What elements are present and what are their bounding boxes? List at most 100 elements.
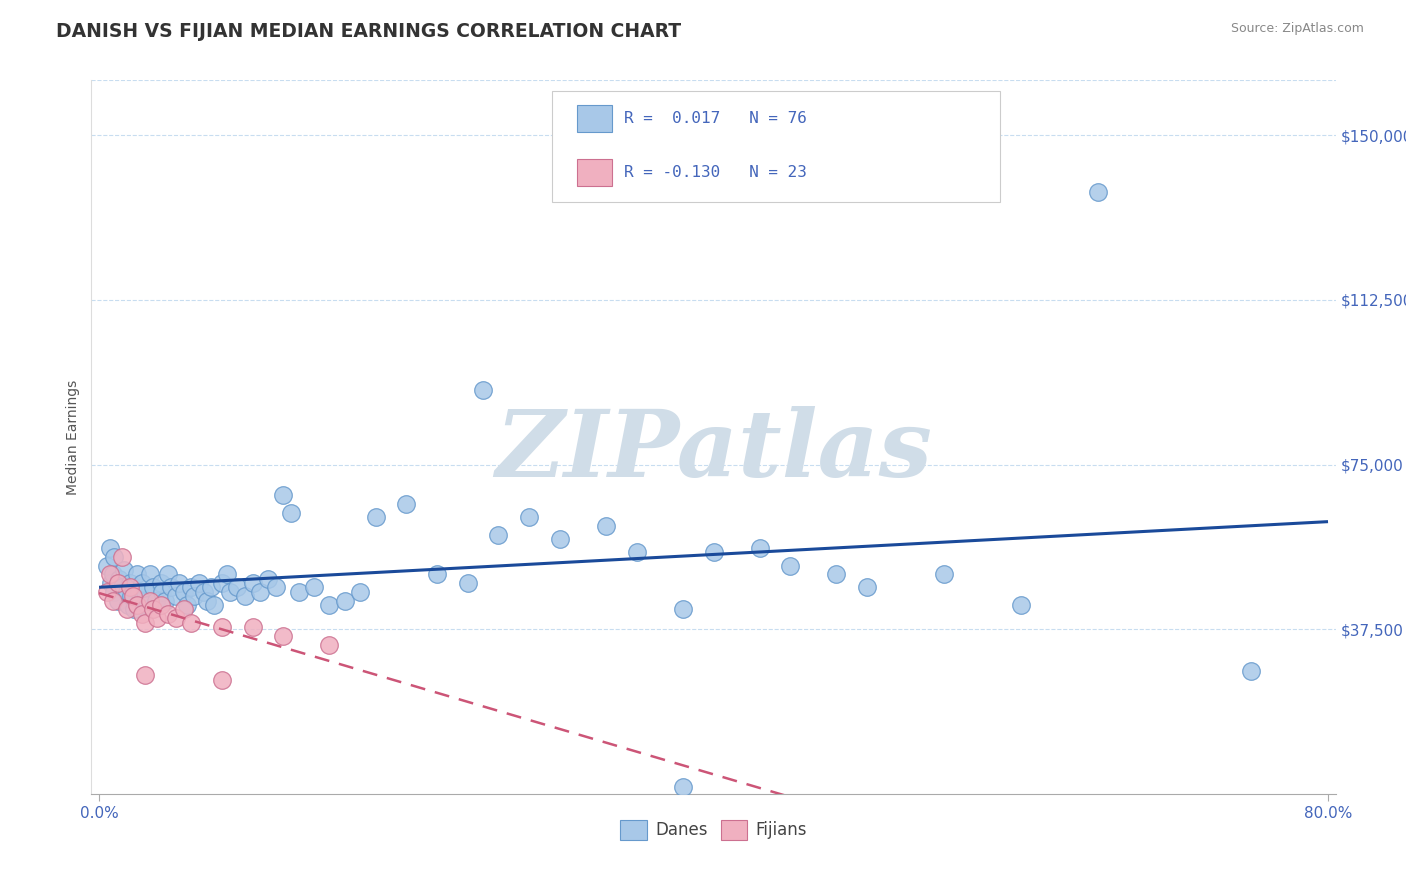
Point — [472, 383, 495, 397]
Point — [149, 598, 172, 612]
Point — [280, 506, 302, 520]
Point — [932, 567, 955, 582]
Point — [131, 607, 153, 621]
Point — [426, 567, 449, 582]
Point — [128, 585, 150, 599]
Point — [333, 593, 356, 607]
Point — [548, 532, 571, 546]
Y-axis label: Median Earnings: Median Earnings — [66, 379, 80, 495]
Point — [187, 576, 209, 591]
Point — [779, 558, 801, 573]
Point — [145, 593, 167, 607]
Point — [146, 611, 169, 625]
Point — [117, 598, 139, 612]
Point — [111, 581, 134, 595]
Point — [176, 598, 198, 612]
Point — [150, 585, 173, 599]
Text: Source: ZipAtlas.com: Source: ZipAtlas.com — [1230, 22, 1364, 36]
FancyBboxPatch shape — [576, 159, 612, 186]
Point — [457, 576, 479, 591]
Point — [180, 615, 202, 630]
Point — [257, 572, 280, 586]
Point — [124, 602, 146, 616]
Point — [364, 510, 387, 524]
Point — [157, 567, 180, 582]
Text: ZIPatlas: ZIPatlas — [495, 407, 932, 496]
Point — [856, 581, 879, 595]
Point — [517, 510, 540, 524]
Point — [107, 593, 129, 607]
Point — [702, 545, 725, 559]
Point — [165, 589, 187, 603]
Point — [167, 576, 190, 591]
Point — [302, 581, 325, 595]
Point — [115, 602, 138, 616]
Point — [173, 585, 195, 599]
Point — [249, 585, 271, 599]
Point — [139, 593, 162, 607]
Text: R =  0.017   N = 76: R = 0.017 N = 76 — [624, 112, 807, 127]
Point — [103, 585, 125, 599]
Point — [1010, 598, 1032, 612]
Point — [101, 567, 124, 582]
Point — [134, 668, 156, 682]
Point — [112, 563, 135, 577]
Text: R = -0.130   N = 23: R = -0.130 N = 23 — [624, 165, 807, 180]
Point — [672, 602, 695, 616]
Point — [595, 519, 617, 533]
Point — [218, 585, 240, 599]
Point — [98, 541, 121, 555]
Point — [108, 572, 131, 586]
Point — [626, 545, 648, 559]
Point — [107, 576, 129, 591]
Point — [825, 567, 848, 582]
Point — [121, 581, 145, 595]
Point — [200, 581, 222, 595]
Point — [318, 598, 340, 612]
Point — [131, 576, 153, 591]
Point — [111, 549, 134, 564]
Point — [242, 620, 264, 634]
Point — [121, 589, 145, 603]
Point — [211, 620, 233, 634]
Point — [149, 576, 172, 591]
Point — [226, 581, 249, 595]
Point — [139, 567, 162, 582]
Legend: Danes, Fijians: Danes, Fijians — [613, 814, 814, 847]
Point — [142, 602, 165, 616]
Point — [157, 607, 180, 621]
Point — [127, 598, 149, 612]
FancyBboxPatch shape — [551, 91, 1000, 202]
FancyBboxPatch shape — [576, 105, 612, 132]
Point — [96, 585, 118, 599]
Point — [349, 585, 371, 599]
Point — [395, 497, 418, 511]
Point — [183, 589, 205, 603]
Point — [672, 780, 695, 795]
Point — [129, 593, 152, 607]
Point — [488, 528, 510, 542]
Point — [215, 567, 238, 582]
Point — [115, 585, 138, 599]
Point — [160, 581, 183, 595]
Point — [165, 611, 187, 625]
Point — [98, 567, 121, 582]
Point — [134, 585, 156, 599]
Point — [103, 549, 125, 564]
Point — [127, 567, 149, 582]
Point — [142, 581, 165, 595]
Point — [211, 673, 233, 687]
Point — [100, 576, 122, 591]
Point — [318, 638, 340, 652]
Point — [273, 629, 295, 643]
Point — [96, 558, 118, 573]
Point — [287, 585, 309, 599]
Point — [135, 598, 157, 612]
Point — [1240, 664, 1263, 678]
Point — [118, 576, 141, 591]
Point — [193, 585, 215, 599]
Point — [118, 581, 141, 595]
Point — [273, 488, 295, 502]
Point — [242, 576, 264, 591]
Point — [202, 598, 225, 612]
